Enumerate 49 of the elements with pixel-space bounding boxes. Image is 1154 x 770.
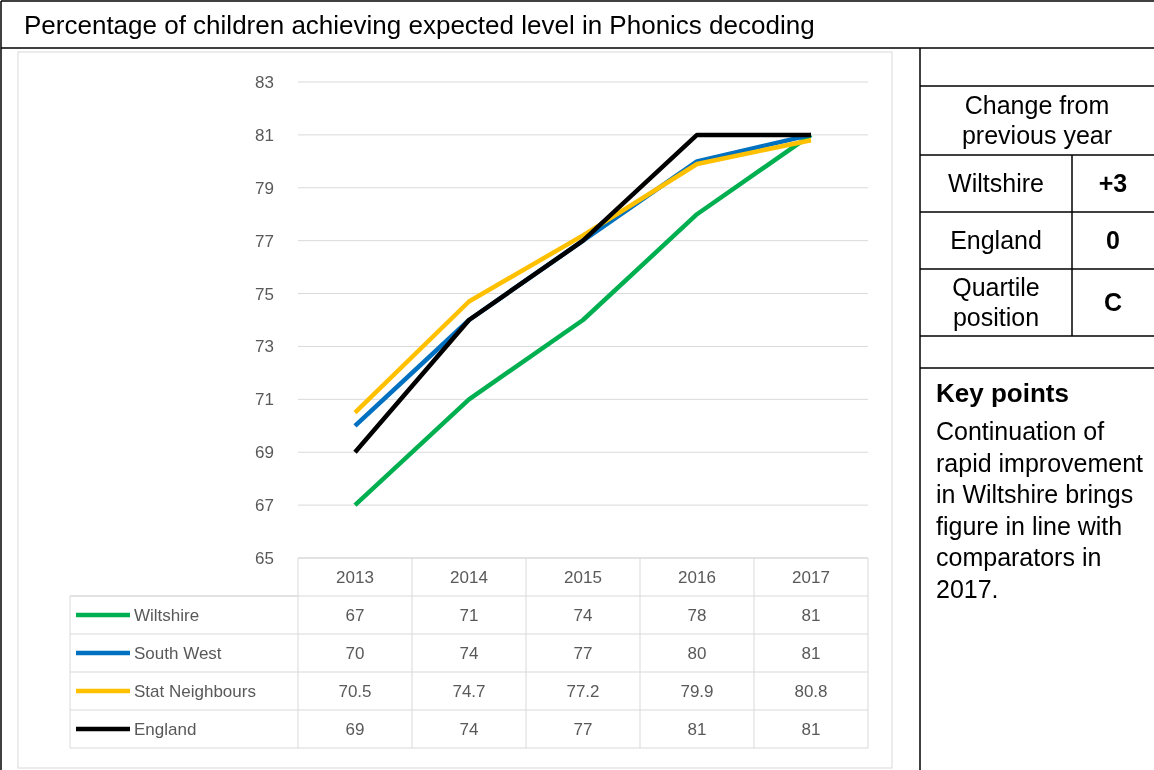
data-label: 77 (573, 719, 593, 739)
text: Key points (936, 378, 1069, 408)
legend-label: England (134, 719, 197, 739)
text: Continuation of rapid improvement in Wiltshire brings figure in line with comparators in 2017. (936, 417, 1144, 603)
y-tick-label: 71 (255, 390, 274, 410)
data-label: 74 (459, 719, 479, 739)
data-label: 77.2 (566, 681, 600, 701)
text: Wiltshire (948, 169, 1044, 198)
data-label: 79.9 (680, 681, 714, 701)
text: +3 (1098, 169, 1128, 198)
data-label: 67 (345, 605, 365, 625)
x-tick-label: 2014 (450, 567, 488, 587)
text: C (1103, 288, 1123, 317)
data-label: 81 (801, 605, 821, 625)
x-tick-label: 2016 (678, 567, 716, 587)
data-label: 80 (687, 643, 707, 663)
legend-label: Stat Neighbours (134, 681, 256, 701)
data-label: 80.8 (794, 681, 828, 701)
data-label: 71 (459, 605, 479, 625)
y-tick-label: 65 (255, 548, 274, 568)
data-label: 74 (573, 605, 593, 625)
data-label: 70 (345, 643, 365, 663)
legend-label: Wiltshire (134, 605, 200, 625)
y-tick-label: 69 (255, 443, 274, 463)
chart-title: Percentage of children achieving expected level in Phonics decoding (24, 10, 815, 40)
data-label: 81 (801, 719, 821, 739)
text: England (950, 226, 1042, 255)
x-tick-label: 2013 (336, 567, 374, 587)
y-tick-label: 79 (255, 178, 274, 198)
data-label: 77 (573, 643, 593, 663)
text: 0 (1106, 226, 1120, 255)
x-tick-label: 2015 (564, 567, 602, 587)
y-tick-label: 77 (255, 231, 274, 251)
y-tick-label: 73 (255, 337, 274, 357)
y-tick-label: 83 (255, 72, 274, 92)
y-tick-label: 81 (255, 125, 274, 145)
data-label: 81 (687, 719, 707, 739)
text: Quartile position (952, 273, 1040, 332)
data-label: 81 (801, 643, 821, 663)
data-label: 70.5 (338, 681, 372, 701)
legend-label: South West (134, 643, 222, 663)
data-label: 78 (687, 605, 707, 625)
data-label: 69 (345, 719, 365, 739)
y-tick-label: 67 (255, 496, 274, 516)
data-label: 74 (459, 643, 479, 663)
text: Change from previous year (961, 91, 1113, 150)
data-label: 74.7 (452, 681, 486, 701)
y-tick-label: 75 (255, 284, 274, 304)
x-tick-label: 2017 (792, 567, 830, 587)
